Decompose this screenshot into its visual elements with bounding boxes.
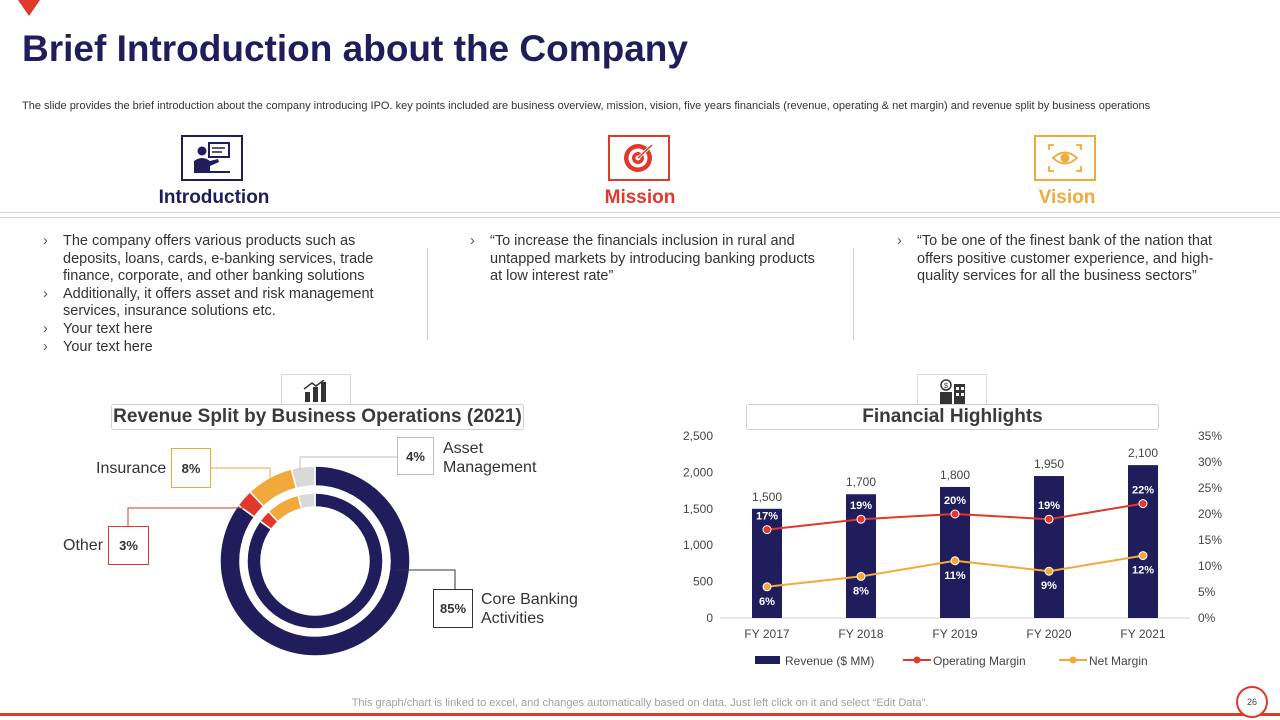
line-point (950, 556, 960, 566)
legend-label: Net Margin (1089, 654, 1148, 668)
y2-tick-label: 20% (1198, 507, 1222, 521)
list-item: “To increase the financials inclusion in… (470, 233, 815, 286)
bar-data-label: 1,950 (1034, 457, 1064, 471)
x-tick-label: FY 2017 (744, 627, 789, 641)
asset-management-label: Asset Management (443, 440, 537, 476)
other-pct: 3% (108, 526, 149, 565)
legend-marker (1069, 656, 1077, 664)
core-banking-label: Core Banking Activities (481, 591, 578, 627)
x-tick-label: FY 2019 (932, 627, 977, 641)
y-tick-label: 2,500 (683, 429, 713, 443)
core-banking-pct: 85% (433, 589, 473, 628)
corner-accent (18, 0, 40, 16)
legend-label: Revenue ($ MM) (785, 654, 874, 668)
revenue-bar (1034, 476, 1064, 618)
line-point (1138, 499, 1148, 509)
y-tick-label: 2,000 (683, 465, 713, 479)
financial-highlights-title: Financial Highlights (746, 404, 1159, 430)
other-label: Other (63, 537, 104, 554)
page-number-badge: 26 (1236, 686, 1268, 718)
introduction-heading: Introduction (158, 187, 270, 208)
footer-note: This graph/chart is linked to excel, and… (351, 697, 929, 709)
list-item: Your text here (43, 321, 388, 339)
y2-tick-label: 30% (1198, 455, 1222, 469)
svg-text:$: $ (944, 383, 948, 390)
footer-line (0, 713, 1280, 716)
mission-bullets: “To increase the financials inclusion in… (470, 233, 815, 286)
mission-heading: Mission (604, 187, 676, 208)
line-data-label: 22% (1132, 485, 1154, 497)
line-point (1138, 551, 1148, 561)
target-icon (608, 135, 670, 181)
legend-marker (913, 656, 921, 664)
y-tick-label: 1,500 (683, 502, 713, 516)
revenue-bar (940, 486, 970, 618)
y2-tick-label: 10% (1198, 559, 1222, 573)
line-data-label: 19% (850, 500, 872, 512)
y2-tick-label: 25% (1198, 481, 1222, 495)
bar-data-label: 1,500 (752, 490, 782, 504)
line-point (1044, 566, 1054, 576)
legend-label: Operating Margin (933, 654, 1026, 668)
donut-slice-inner-0 (246, 492, 384, 630)
bar-data-label: 1,700 (846, 475, 876, 489)
divider-line (0, 217, 1280, 218)
vision-heading: Vision (1038, 187, 1096, 208)
line-point (1044, 514, 1054, 524)
bar-data-label: 1,800 (940, 468, 970, 482)
y-tick-label: 500 (693, 575, 713, 589)
legend-swatch (755, 656, 780, 664)
line-point (762, 525, 772, 535)
eye-icon (1034, 135, 1096, 181)
combo-chart: 0 500 1,000 1,500 2,000 2,500 0% 5% 10% 15% 20% 25%… (683, 429, 1222, 668)
page-number: 26 (1246, 697, 1257, 707)
page-subtitle: The slide provides the brief introductio… (22, 100, 1151, 112)
line-point (856, 514, 866, 524)
y2-tick-label: 0% (1198, 611, 1216, 625)
x-tick-label: FY 2021 (1120, 627, 1165, 641)
y-tick-label: 1,000 (683, 538, 713, 552)
line-data-label: 8% (853, 585, 869, 597)
donut-chart (127, 456, 456, 657)
line-point (856, 571, 866, 581)
introduction-bullets: The company offers various products such… (43, 233, 388, 356)
revenue-bar (846, 494, 876, 618)
list-item: The company offers various products such… (43, 233, 388, 286)
x-tick-label: FY 2018 (838, 627, 883, 641)
callout-lines (127, 456, 456, 590)
insurance-pct: 8% (171, 448, 211, 488)
line-data-label: 11% (944, 570, 966, 582)
list-item: “To be one of the finest bank of the nat… (897, 233, 1227, 286)
page-title: Brief Introduction about the Company (22, 28, 688, 69)
x-tick-label: FY 2020 (1026, 627, 1071, 641)
line-data-label: 19% (1038, 500, 1060, 512)
vision-bullets: “To be one of the finest bank of the nat… (897, 233, 1227, 286)
list-item: Additionally, it offers asset and risk m… (43, 286, 388, 321)
line-data-label: 20% (944, 495, 966, 507)
line-data-label: 12% (1132, 565, 1154, 577)
revenue-bar (1128, 465, 1158, 618)
column-separator (427, 248, 428, 340)
insurance-label: Insurance (96, 460, 167, 477)
asset-management-pct: 4% (397, 437, 434, 475)
donut-slice-outer-0 (219, 465, 411, 657)
y-tick-label: 0 (706, 611, 713, 625)
donut-slice-inner-3 (297, 492, 316, 510)
divider-line (0, 212, 1280, 213)
line-data-label: 9% (1041, 580, 1057, 592)
line-data-label: 6% (759, 596, 775, 608)
list-item: Your text here (43, 339, 388, 357)
bar-data-label: 2,100 (1128, 446, 1158, 460)
y2-tick-label: 15% (1198, 533, 1222, 547)
y2-tick-label: 5% (1198, 585, 1216, 599)
line-point (762, 582, 772, 592)
column-separator (853, 248, 854, 340)
line-point (950, 509, 960, 519)
revenue-split-title: Revenue Split by Business Operations (20… (111, 404, 524, 430)
line-data-label: 17% (756, 511, 778, 523)
presenter-icon (181, 135, 243, 181)
donut-slice-outer-3 (290, 465, 316, 490)
y2-tick-label: 35% (1198, 429, 1222, 443)
